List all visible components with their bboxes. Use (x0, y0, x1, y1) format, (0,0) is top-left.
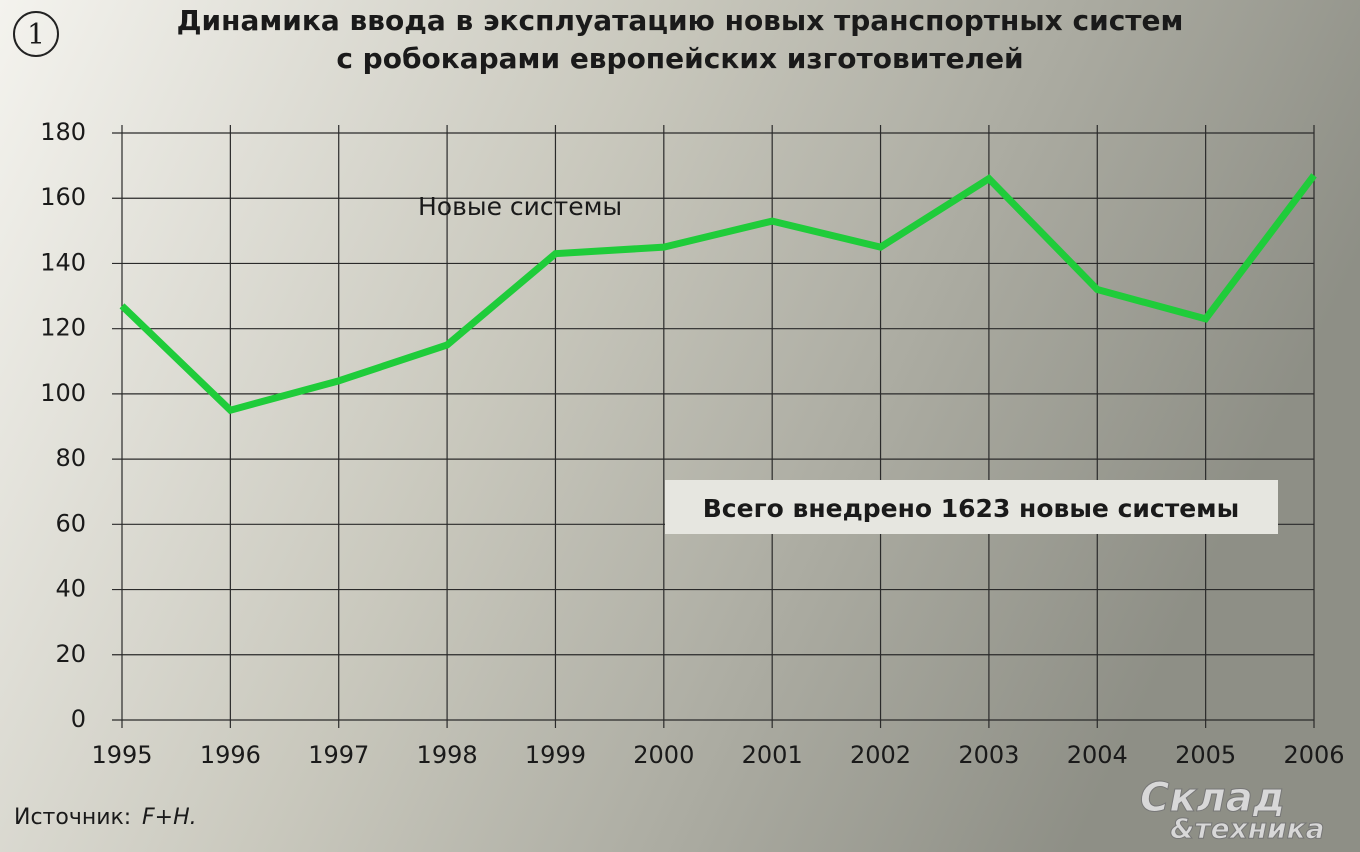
chart-title: Динамика ввода в эксплуатацию новых тран… (177, 4, 1184, 37)
series-line (119, 173, 1317, 415)
x-tick-label: 2004 (1067, 741, 1128, 769)
y-tick-label: 40 (55, 575, 86, 603)
x-tick-label: 1999 (525, 741, 586, 769)
chart-title: с робокарами европейских изготовителей (336, 42, 1023, 75)
y-tick-label: 180 (40, 118, 86, 146)
source: F+H. (142, 805, 197, 830)
y-tick-label: 60 (55, 509, 86, 537)
y-tick-label: 140 (40, 248, 86, 276)
figure-number: 1 (27, 18, 45, 51)
x-tick-label: 1997 (308, 741, 369, 769)
y-tick-label: 0 (71, 705, 86, 733)
series-label: Новые системы (418, 192, 622, 221)
x-tick-label: 2005 (1175, 741, 1236, 769)
x-tick-label: 2000 (633, 741, 694, 769)
x-tick-label: 2003 (958, 741, 1019, 769)
source-label: Источник: (14, 805, 131, 830)
x-tick-label: 2006 (1283, 741, 1344, 769)
y-tick-label: 80 (55, 444, 86, 472)
logo: &техника (1170, 812, 1325, 845)
logo: Склад (1140, 775, 1285, 821)
x-tick-label: 1995 (91, 741, 152, 769)
y-tick-label: 20 (55, 640, 86, 668)
x-tick-label: 1998 (417, 741, 478, 769)
y-tick-label: 120 (40, 314, 86, 342)
figure-number-circle (13, 11, 59, 57)
x-tick-label: 2001 (742, 741, 803, 769)
annotation: Всего внедрено 1623 новые системы (703, 494, 1239, 523)
x-tick-label: 1996 (200, 741, 261, 769)
y-tick-label: 100 (40, 379, 86, 407)
x-tick-label: 2002 (850, 741, 911, 769)
y-tick-label: 160 (40, 183, 86, 211)
annotation-box (665, 480, 1278, 534)
